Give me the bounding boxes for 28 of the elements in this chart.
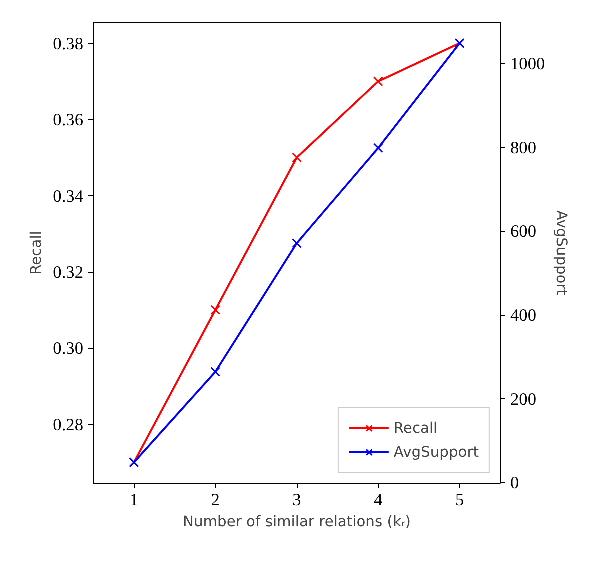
y-tick-label: 0.28 bbox=[53, 415, 84, 434]
y2-axis-title: AvgSupport bbox=[553, 210, 570, 296]
x-tick-label: 4 bbox=[374, 490, 384, 510]
point bbox=[210, 367, 221, 378]
x-tick-label: 5 bbox=[455, 490, 464, 510]
y-tick-label: 0.30 bbox=[53, 339, 84, 358]
y2-tick-label: 400 bbox=[510, 306, 536, 326]
legend-label: Recall bbox=[394, 420, 438, 436]
point bbox=[373, 76, 384, 87]
y2-tick-label: 200 bbox=[510, 390, 536, 409]
legend-label: AvgSupport bbox=[394, 444, 479, 460]
y2-tick-label: 1000 bbox=[510, 54, 546, 74]
y2-tick-label: 0 bbox=[510, 474, 520, 493]
point bbox=[373, 143, 384, 154]
x-axis-title: Number of similar relations (kᵣ) bbox=[183, 514, 411, 530]
y-tick-label: 0.36 bbox=[53, 110, 84, 130]
y2-tick-label: 800 bbox=[510, 138, 536, 158]
x-tick-label: 2 bbox=[211, 490, 220, 510]
y-tick-label: 0.34 bbox=[53, 186, 84, 206]
point bbox=[210, 305, 221, 316]
point bbox=[292, 152, 302, 163]
x-tick-label: 3 bbox=[292, 490, 302, 510]
x-tick-label: 1 bbox=[130, 490, 139, 510]
y-tick-label: 0.32 bbox=[53, 263, 84, 282]
y-axis-title: Recall bbox=[28, 231, 46, 275]
y-tick-label: 0.38 bbox=[53, 34, 84, 54]
y2-tick-label: 600 bbox=[510, 222, 536, 242]
point bbox=[292, 238, 302, 248]
